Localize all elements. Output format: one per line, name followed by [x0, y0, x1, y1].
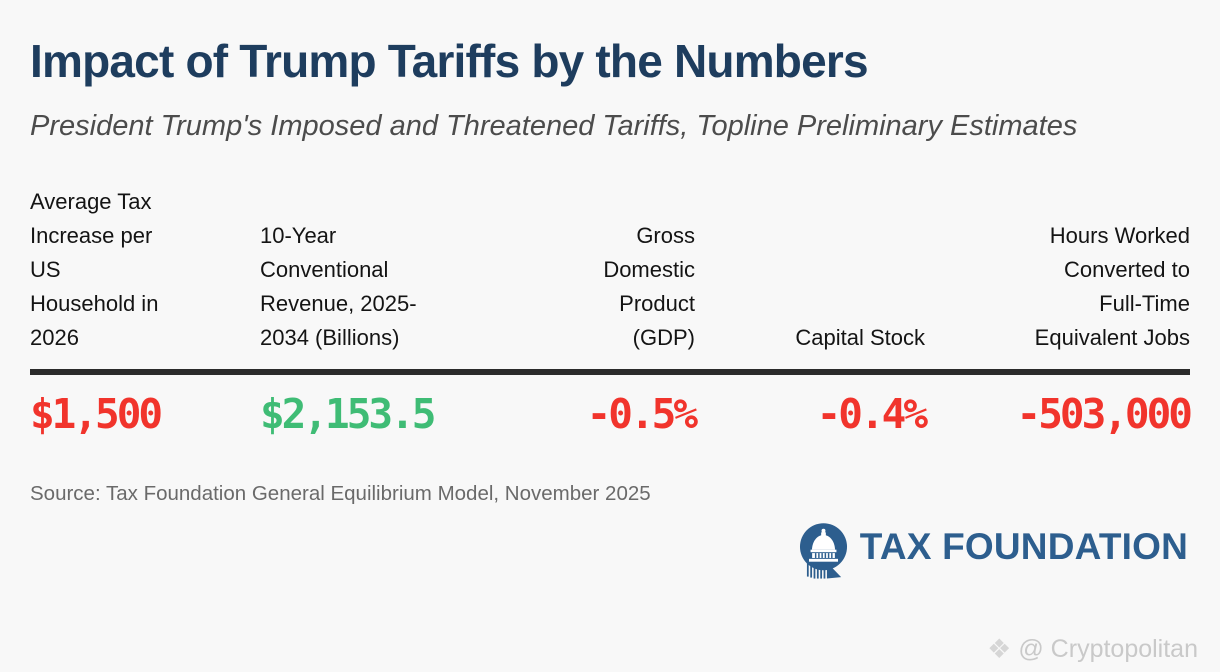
brand-name: TAX FOUNDATION	[859, 525, 1188, 567]
column-header-household-tax-increase: Average Tax Increase per US Household in…	[30, 188, 159, 350]
value-gdp: -0.5%	[586, 389, 698, 438]
value-conventional-revenue: $2,153.5	[260, 389, 436, 438]
column-header-capital-stock: Capital Stock	[795, 324, 925, 350]
watermark-text: @ Cryptopolitan	[1018, 635, 1198, 663]
table-header-row: Average Tax Increase per US Household in…	[30, 185, 1190, 375]
watermark: ❖ @ Cryptopolitan	[987, 635, 1198, 664]
table-value-row: $1,500 $2,153.5 -0.5% -0.4% -503,000	[30, 375, 1193, 438]
value-fte-jobs: -503,000	[1016, 389, 1193, 438]
column-header-fte-jobs: Hours Worked Converted to Full-Time Equi…	[1034, 222, 1190, 350]
page-title: Impact of Trump Tariffs by the Numbers	[30, 35, 869, 87]
value-capital-stock: -0.4%	[816, 389, 928, 438]
column-header-gdp: Gross Domestic Product (GDP)	[603, 222, 695, 350]
column-header-conventional-revenue: 10-Year Conventional Revenue, 2025- 2034…	[260, 222, 417, 350]
capitol-dome-icon	[799, 522, 847, 579]
source-note: Source: Tax Foundation General Equilibri…	[30, 481, 651, 505]
brand-lockup: TAX FOUNDATION	[30, 520, 1190, 592]
diamond-icon: ❖	[987, 634, 1012, 664]
value-household-tax-increase: $1,500	[30, 389, 163, 438]
page-subtitle: President Trump's Imposed and Threatened…	[30, 109, 1078, 142]
